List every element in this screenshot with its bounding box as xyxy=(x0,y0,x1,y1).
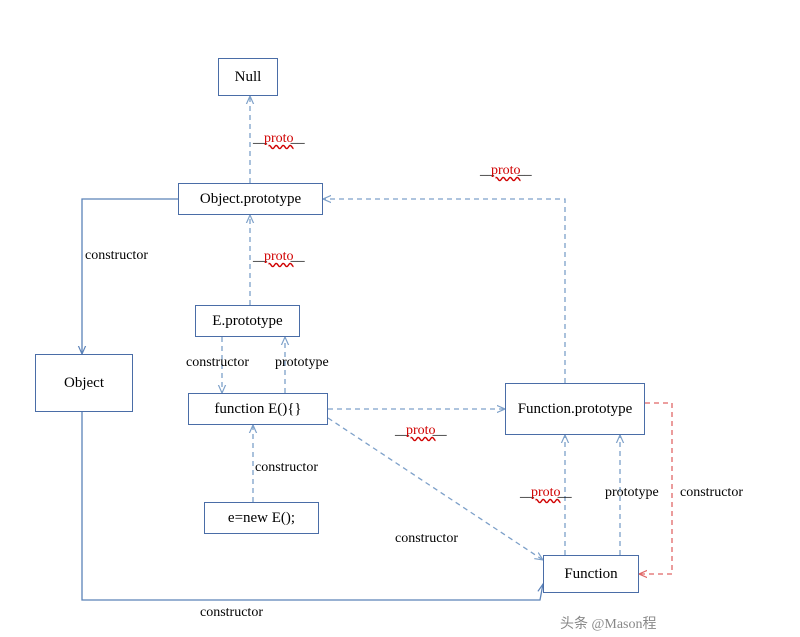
node-label: Object xyxy=(64,375,104,392)
node-label: e=new E(); xyxy=(228,510,295,527)
edge-objproto-object xyxy=(82,199,178,354)
label-proto-objproto: proto xyxy=(480,163,532,179)
edge-funcproto-objproto xyxy=(323,199,565,383)
node-function-e: function E(){} xyxy=(188,393,328,425)
label-constructor-obj: constructor xyxy=(85,248,148,264)
node-label: function E(){} xyxy=(214,401,301,418)
label-constructor-bottom: constructor xyxy=(200,605,263,621)
node-label: E.prototype xyxy=(212,313,282,330)
node-label: Function.prototype xyxy=(518,400,633,418)
node-label: Function xyxy=(564,566,617,583)
label-constructor-e: constructor xyxy=(186,355,249,371)
label-proto-null: proto xyxy=(253,131,305,147)
node-label: Object.prototype xyxy=(200,191,301,208)
node-e-new: e=new E(); xyxy=(204,502,319,534)
node-object: Object xyxy=(35,354,133,412)
attribution-text: 头条 @Mason程 xyxy=(560,613,657,633)
node-null: Null xyxy=(218,58,278,96)
label-prototype-func: prototype xyxy=(605,485,659,501)
label-proto-func: proto xyxy=(520,485,572,501)
label-proto-eproto: proto xyxy=(253,249,305,265)
node-label: Null xyxy=(235,69,262,86)
node-object-prototype: Object.prototype xyxy=(178,183,323,215)
label-constructor-mid: constructor xyxy=(395,531,458,547)
node-e-prototype: E.prototype xyxy=(195,305,300,337)
label-constructor-func: constructor xyxy=(680,485,743,501)
label-constructor-enew: constructor xyxy=(255,460,318,476)
label-proto-funce: proto xyxy=(395,423,447,439)
node-function-prototype: Function.prototype xyxy=(505,383,645,435)
node-function: Function xyxy=(543,555,639,593)
label-prototype-e: prototype xyxy=(275,355,329,371)
